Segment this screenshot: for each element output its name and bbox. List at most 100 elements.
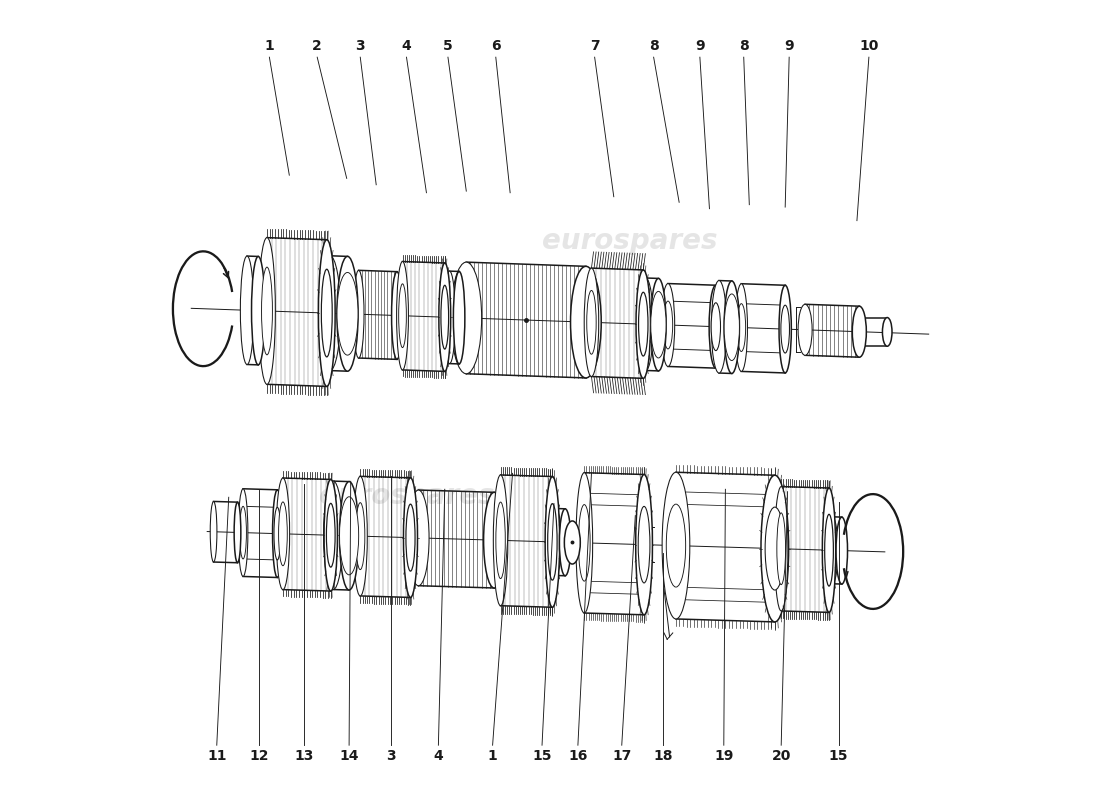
Ellipse shape bbox=[546, 477, 560, 607]
Text: 2: 2 bbox=[312, 39, 322, 54]
Ellipse shape bbox=[353, 270, 364, 358]
Ellipse shape bbox=[453, 271, 465, 364]
Ellipse shape bbox=[799, 304, 812, 355]
Ellipse shape bbox=[324, 479, 338, 591]
Ellipse shape bbox=[564, 521, 581, 564]
Text: 1: 1 bbox=[264, 39, 274, 54]
Ellipse shape bbox=[651, 278, 667, 371]
Text: eurospares: eurospares bbox=[542, 226, 717, 254]
Ellipse shape bbox=[882, 318, 892, 346]
Ellipse shape bbox=[441, 286, 449, 349]
Ellipse shape bbox=[724, 294, 739, 361]
Ellipse shape bbox=[779, 286, 791, 373]
Text: 6: 6 bbox=[491, 39, 501, 54]
Ellipse shape bbox=[586, 290, 596, 354]
Ellipse shape bbox=[735, 284, 748, 371]
Ellipse shape bbox=[355, 502, 365, 570]
Ellipse shape bbox=[496, 502, 505, 578]
Ellipse shape bbox=[451, 262, 482, 374]
Ellipse shape bbox=[761, 475, 789, 622]
Ellipse shape bbox=[777, 513, 785, 585]
Text: 3: 3 bbox=[386, 749, 395, 763]
Text: 15: 15 bbox=[828, 749, 848, 763]
Ellipse shape bbox=[262, 267, 273, 355]
Ellipse shape bbox=[276, 478, 289, 590]
Ellipse shape bbox=[278, 502, 287, 566]
Ellipse shape bbox=[408, 490, 429, 586]
Text: 9: 9 bbox=[784, 39, 794, 54]
Ellipse shape bbox=[823, 488, 836, 612]
Ellipse shape bbox=[327, 503, 336, 567]
Ellipse shape bbox=[392, 272, 403, 359]
Ellipse shape bbox=[239, 489, 248, 577]
Ellipse shape bbox=[493, 475, 508, 606]
Ellipse shape bbox=[636, 474, 652, 615]
Ellipse shape bbox=[397, 262, 408, 370]
Ellipse shape bbox=[825, 514, 834, 586]
Ellipse shape bbox=[234, 502, 241, 562]
Ellipse shape bbox=[319, 256, 341, 370]
Ellipse shape bbox=[711, 302, 720, 350]
Ellipse shape bbox=[781, 305, 790, 353]
Ellipse shape bbox=[258, 238, 275, 384]
Text: 14: 14 bbox=[339, 749, 359, 763]
Text: 4: 4 bbox=[402, 39, 411, 54]
Text: 8: 8 bbox=[649, 39, 659, 54]
Text: 15: 15 bbox=[532, 749, 552, 763]
Ellipse shape bbox=[353, 476, 367, 596]
Ellipse shape bbox=[651, 291, 667, 358]
Text: 12: 12 bbox=[250, 749, 268, 763]
Text: 4: 4 bbox=[433, 749, 443, 763]
Ellipse shape bbox=[774, 486, 788, 611]
Ellipse shape bbox=[340, 482, 359, 590]
Ellipse shape bbox=[576, 473, 593, 613]
Ellipse shape bbox=[579, 505, 590, 581]
Ellipse shape bbox=[584, 268, 598, 377]
Ellipse shape bbox=[443, 271, 455, 363]
Ellipse shape bbox=[318, 240, 336, 386]
Text: 17: 17 bbox=[612, 749, 631, 763]
Ellipse shape bbox=[252, 257, 265, 365]
Ellipse shape bbox=[210, 502, 217, 562]
Text: 13: 13 bbox=[295, 749, 315, 763]
Ellipse shape bbox=[836, 517, 847, 584]
Text: 7: 7 bbox=[590, 39, 600, 54]
Ellipse shape bbox=[639, 292, 648, 356]
Ellipse shape bbox=[737, 304, 746, 351]
Ellipse shape bbox=[636, 270, 650, 378]
Text: 18: 18 bbox=[653, 749, 673, 763]
Ellipse shape bbox=[560, 509, 571, 576]
Ellipse shape bbox=[321, 270, 332, 357]
Ellipse shape bbox=[638, 278, 653, 370]
Ellipse shape bbox=[439, 263, 451, 371]
Ellipse shape bbox=[406, 504, 415, 571]
Ellipse shape bbox=[323, 481, 343, 590]
Ellipse shape bbox=[241, 256, 254, 365]
Ellipse shape bbox=[662, 472, 690, 619]
Ellipse shape bbox=[667, 504, 685, 587]
Ellipse shape bbox=[398, 284, 406, 348]
Ellipse shape bbox=[638, 506, 650, 583]
Text: 11: 11 bbox=[207, 749, 227, 763]
Ellipse shape bbox=[340, 497, 359, 575]
Ellipse shape bbox=[484, 492, 505, 588]
Ellipse shape bbox=[548, 504, 557, 580]
Ellipse shape bbox=[404, 478, 418, 598]
Text: 9: 9 bbox=[695, 39, 705, 54]
Text: eurospares: eurospares bbox=[319, 482, 494, 510]
Ellipse shape bbox=[273, 490, 282, 578]
Ellipse shape bbox=[571, 266, 602, 378]
Ellipse shape bbox=[337, 256, 358, 371]
Text: 1: 1 bbox=[487, 749, 497, 763]
Text: 19: 19 bbox=[714, 749, 734, 763]
Ellipse shape bbox=[852, 306, 867, 358]
Text: 10: 10 bbox=[859, 39, 879, 54]
Ellipse shape bbox=[766, 507, 784, 590]
Text: 20: 20 bbox=[771, 749, 791, 763]
Ellipse shape bbox=[240, 506, 246, 559]
Text: 3: 3 bbox=[355, 39, 365, 54]
Ellipse shape bbox=[661, 283, 674, 366]
Ellipse shape bbox=[337, 273, 358, 355]
Text: 16: 16 bbox=[569, 749, 587, 763]
Ellipse shape bbox=[724, 281, 739, 374]
